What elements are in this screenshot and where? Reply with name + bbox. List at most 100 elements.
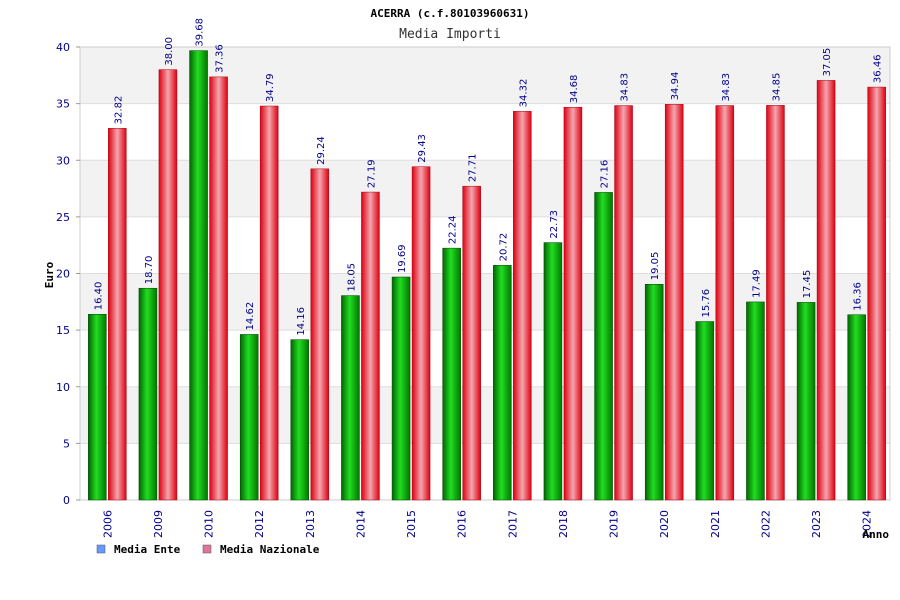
x-tick-label: 2023 [810,510,823,538]
bar-value-label: 27.71 [468,154,479,183]
y-tick-label: 30 [56,154,70,167]
x-tick-label: 2021 [709,510,722,538]
x-tick-label: 2006 [101,510,114,538]
x-tick-label: 2010 [203,510,216,538]
bar-value-label: 32.82 [113,96,124,125]
bar-value-label: 27.16 [600,160,611,189]
bar-media-ente [290,339,310,501]
bar-media-ente [189,50,208,501]
bar-media-nazionale [310,168,330,501]
x-tick-label: 2015 [405,510,418,538]
bar-value-label: 18.05 [346,263,357,292]
bar-media-nazionale [766,105,785,501]
bar-media-nazionale [462,185,481,501]
bar-value-label: 18.70 [144,256,155,285]
bar-media-ente [442,247,461,501]
legend: Media Ente Media Nazionale [96,543,320,556]
bar-media-nazionale [259,105,279,501]
bar-value-label: 16.36 [853,282,864,311]
bar-media-nazionale [664,104,684,501]
bar-value-labels: 16.40 32.82 18.70 38.00 39.68 37.36 14.62 34.79… [93,18,883,336]
bar-media-nazionale [411,166,431,501]
chart-subtitle: Media Importi [399,27,501,42]
bar-media-nazionale [614,105,633,501]
bar-value-label: 16.40 [93,282,104,311]
bar-value-label: 34.83 [721,73,732,102]
x-axis-label: Anno [863,528,890,541]
x-tick-label: 2014 [354,510,367,538]
bars [88,50,886,501]
bar-media-ente [88,314,107,501]
bar-value-label: 34.32 [518,79,529,108]
y-axis: 0 5 10 15 20 25 30 35 40 [56,41,80,507]
bar-media-nazionale [867,86,886,501]
bar-value-label: 19.05 [650,252,661,281]
y-tick-label: 35 [56,98,70,111]
x-tick-label: 2013 [304,510,317,538]
y-tick-label: 0 [63,494,70,507]
y-tick-label: 40 [56,41,70,54]
bar-value-label: 38.00 [164,37,175,66]
bar-value-label: 14.16 [296,307,307,336]
bar-value-label: 36.46 [873,54,884,83]
bar-media-nazionale [563,106,583,501]
bar-value-label: 15.76 [701,289,712,318]
x-tick-label: 2017 [506,510,519,538]
bar-media-nazionale [108,128,127,501]
legend-swatch [202,544,212,554]
bar-media-ente [746,301,765,501]
y-tick-label: 5 [63,437,70,450]
bar-media-ente [594,192,613,501]
bar-media-nazionale [361,191,380,501]
bar-value-label: 19.69 [397,244,408,273]
x-tick-label: 2009 [152,510,165,538]
bar-media-ente [847,314,866,501]
bar-value-label: 39.68 [195,18,206,47]
bar-media-nazionale [816,80,836,501]
bar-value-label: 27.19 [366,159,377,188]
bar-value-label: 17.49 [751,269,762,298]
x-tick-label: 2024 [861,510,874,538]
x-tick-label: 2022 [759,510,772,538]
bar-media-ente [341,295,360,501]
x-tick-label: 2018 [557,510,570,538]
bar-value-label: 34.85 [771,73,782,102]
y-tick-label: 25 [56,211,70,224]
bar-value-label: 20.72 [498,233,509,262]
bar-media-nazionale [158,69,178,501]
bar-value-label: 22.24 [448,215,459,244]
legend-swatch [96,544,106,554]
bar-media-nazionale [513,111,532,501]
bar-media-ente [391,276,411,501]
bar-value-label: 34.68 [569,75,580,104]
y-axis-label: Euro [43,261,56,288]
bar-value-label: 17.45 [802,270,813,299]
y-tick-label: 20 [56,268,70,281]
chart-title: ACERRA (c.f.80103960631) [371,7,530,20]
bar-value-label: 34.83 [620,73,631,102]
x-tick-label: 2012 [253,510,266,538]
bar-value-label: 37.05 [822,48,833,77]
bar-value-label: 22.73 [549,210,560,239]
x-tick-label: 2016 [456,510,469,538]
bar-value-label: 29.24 [316,136,327,165]
bar-media-ente [796,302,816,501]
y-tick-label: 15 [56,324,70,337]
bar-value-label: 37.36 [215,44,226,73]
bar-value-label: 14.62 [245,302,256,331]
bar-media-nazionale [715,105,735,501]
bar-media-ente [644,284,664,501]
legend-label: Media Nazionale [220,543,320,556]
bar-media-ente [493,265,512,501]
bar-value-label: 34.79 [265,73,276,102]
bar-value-label: 34.94 [670,72,681,101]
x-tick-label: 2020 [658,510,671,538]
legend-label: Media Ente [114,543,181,556]
bar-media-nazionale [209,76,228,501]
x-tick-label: 2019 [608,510,621,538]
bar-media-ente [138,287,158,501]
y-tick-label: 10 [56,381,70,394]
x-axis: 2006 2009 2010 2012 2013 2014 2015 2016 2017 2018… [101,510,873,538]
bar-media-ente [543,242,563,501]
